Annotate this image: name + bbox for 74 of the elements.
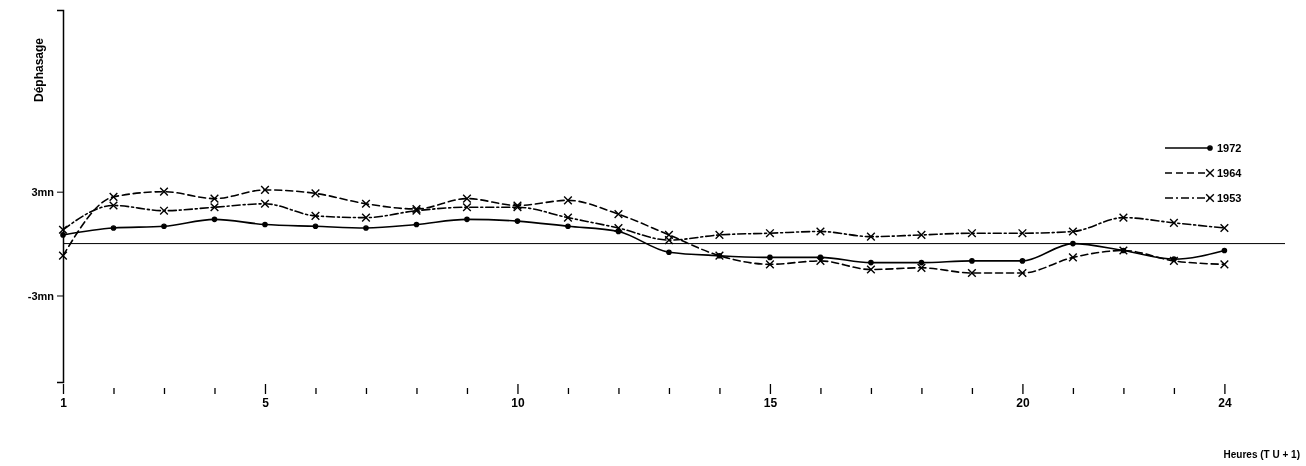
point (916, 230, 926, 240)
point (361, 213, 371, 223)
point (1017, 228, 1027, 238)
point (60, 232, 66, 238)
x-tick-label: 1 (60, 395, 68, 410)
point (666, 249, 672, 256)
point (161, 223, 167, 230)
point (969, 258, 975, 264)
point (108, 200, 119, 211)
point (58, 225, 68, 235)
y-axis-title: Déphasage (32, 37, 46, 103)
point (565, 223, 571, 230)
point (866, 232, 876, 242)
y-tick-label: 3mn (31, 185, 55, 198)
point (1019, 258, 1026, 264)
point (211, 216, 218, 223)
point (310, 211, 321, 221)
point (108, 192, 119, 202)
point (613, 223, 623, 233)
point (1068, 252, 1078, 262)
point (159, 206, 169, 216)
point (514, 218, 521, 224)
legend-label: 1972 (1217, 142, 1242, 154)
point (967, 228, 977, 238)
point (868, 259, 874, 266)
point (765, 259, 775, 269)
point (110, 225, 117, 231)
point (1070, 240, 1076, 247)
point (260, 185, 270, 195)
point (260, 199, 270, 209)
point (413, 221, 420, 228)
point (262, 221, 268, 228)
point (714, 230, 724, 240)
point (310, 188, 321, 198)
x-tick-label: 5 (262, 395, 270, 410)
point (866, 265, 876, 275)
point (58, 251, 68, 261)
point (209, 202, 220, 212)
point (967, 268, 977, 278)
point (159, 187, 169, 197)
point (563, 213, 573, 223)
point (312, 223, 319, 230)
point (664, 230, 674, 240)
point (363, 225, 369, 231)
point (1169, 256, 1179, 266)
point (1068, 226, 1078, 236)
point (1017, 268, 1027, 278)
point (361, 199, 371, 209)
x-tick-label: 15 (763, 395, 778, 410)
x-tick-label: 10 (511, 395, 525, 410)
point (1219, 223, 1229, 233)
point (613, 209, 623, 219)
point (462, 194, 472, 204)
x-axis-title: Heures (T U + 1) (1223, 449, 1300, 460)
point (1221, 247, 1228, 254)
point (918, 259, 925, 266)
x-tick-label: 20 (1016, 395, 1030, 410)
point (209, 194, 220, 204)
point (1169, 218, 1179, 228)
y-tick-label: -3mn (27, 289, 55, 302)
point (462, 202, 472, 212)
point (815, 256, 825, 266)
point (1118, 213, 1128, 223)
point (815, 226, 825, 236)
x-tick-label: 24 (1218, 395, 1232, 410)
point (916, 263, 926, 273)
point (664, 235, 674, 245)
point (767, 254, 773, 261)
point (464, 216, 470, 223)
point (765, 228, 775, 238)
legend-label: 1953 (1217, 192, 1242, 204)
point (1219, 259, 1229, 269)
legend-label: 1964 (1217, 167, 1243, 179)
point (563, 195, 573, 205)
